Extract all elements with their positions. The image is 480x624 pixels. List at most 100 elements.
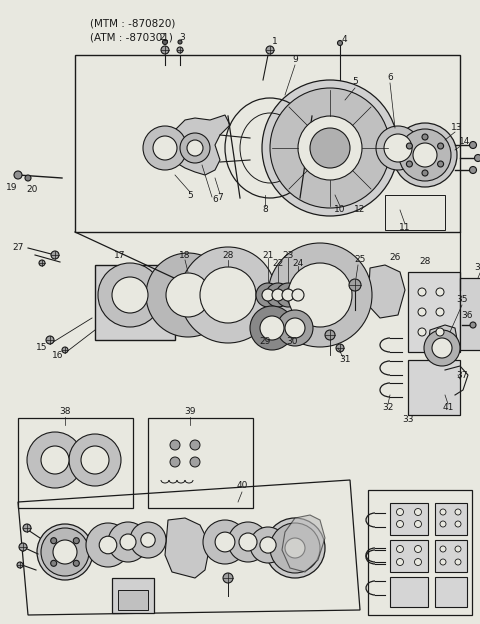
Circle shape <box>310 128 350 168</box>
Bar <box>390 540 428 572</box>
Circle shape <box>376 126 420 170</box>
Text: (ATM : -870301): (ATM : -870301) <box>90 33 173 43</box>
Circle shape <box>228 522 268 562</box>
Polygon shape <box>428 325 458 370</box>
Circle shape <box>272 289 284 301</box>
Text: 8: 8 <box>262 205 268 215</box>
Bar <box>435 540 467 572</box>
Circle shape <box>178 40 182 44</box>
Text: 32: 32 <box>382 404 394 412</box>
Text: 41: 41 <box>442 404 454 412</box>
Circle shape <box>325 330 335 340</box>
Circle shape <box>455 546 461 552</box>
Text: 37: 37 <box>456 371 468 379</box>
Circle shape <box>112 277 148 313</box>
Text: 17: 17 <box>114 250 126 260</box>
Circle shape <box>436 328 444 336</box>
Circle shape <box>215 532 235 552</box>
Circle shape <box>53 540 77 564</box>
Text: 33: 33 <box>402 416 414 424</box>
Text: 26: 26 <box>389 253 401 263</box>
Text: 3: 3 <box>179 34 185 42</box>
Text: 2: 2 <box>159 34 165 42</box>
Circle shape <box>349 279 361 291</box>
Circle shape <box>143 126 187 170</box>
Circle shape <box>239 533 257 551</box>
Circle shape <box>146 253 230 337</box>
Circle shape <box>418 288 426 296</box>
Circle shape <box>270 88 390 208</box>
Circle shape <box>99 536 117 554</box>
Bar <box>460 278 480 350</box>
Circle shape <box>455 509 461 515</box>
Text: 35: 35 <box>456 296 468 305</box>
Circle shape <box>51 538 57 544</box>
Circle shape <box>266 46 274 54</box>
Polygon shape <box>282 515 325 572</box>
Circle shape <box>285 318 305 338</box>
Circle shape <box>120 534 136 550</box>
Circle shape <box>37 524 93 580</box>
Circle shape <box>163 39 168 44</box>
Text: 15: 15 <box>36 343 48 353</box>
Circle shape <box>81 446 109 474</box>
Circle shape <box>475 155 480 162</box>
Text: 39: 39 <box>184 407 196 416</box>
Circle shape <box>424 330 460 366</box>
Text: 22: 22 <box>272 258 284 268</box>
Text: 14: 14 <box>459 137 471 147</box>
Circle shape <box>141 533 155 547</box>
Text: 20: 20 <box>26 185 38 195</box>
Circle shape <box>415 545 421 552</box>
Bar <box>435 503 467 535</box>
Bar <box>112 578 154 613</box>
Text: 24: 24 <box>292 258 304 268</box>
Circle shape <box>396 520 404 527</box>
Bar <box>75 55 460 232</box>
Circle shape <box>203 520 247 564</box>
Text: 38: 38 <box>59 407 71 416</box>
Circle shape <box>250 527 286 563</box>
Circle shape <box>418 328 426 336</box>
Circle shape <box>166 273 210 317</box>
Circle shape <box>161 46 169 54</box>
Circle shape <box>455 559 461 565</box>
Text: 34: 34 <box>474 263 480 273</box>
Circle shape <box>384 134 412 162</box>
Text: 5: 5 <box>187 192 193 200</box>
Bar <box>368 490 472 615</box>
Circle shape <box>46 336 54 344</box>
Circle shape <box>98 263 162 327</box>
Polygon shape <box>368 265 405 318</box>
Circle shape <box>337 41 343 46</box>
Text: 27: 27 <box>12 243 24 253</box>
Circle shape <box>422 134 428 140</box>
Circle shape <box>268 243 372 347</box>
Circle shape <box>276 283 300 307</box>
Circle shape <box>25 175 31 181</box>
Text: 9: 9 <box>292 56 298 64</box>
Circle shape <box>396 509 404 515</box>
Circle shape <box>153 136 177 160</box>
Circle shape <box>200 267 256 323</box>
Circle shape <box>282 289 294 301</box>
Polygon shape <box>170 115 230 175</box>
Bar <box>385 195 445 230</box>
Circle shape <box>440 521 446 527</box>
Circle shape <box>17 562 23 568</box>
Circle shape <box>27 432 83 488</box>
Bar <box>95 265 175 340</box>
Circle shape <box>39 260 45 266</box>
Circle shape <box>190 440 200 450</box>
Circle shape <box>41 528 89 576</box>
Circle shape <box>440 509 446 515</box>
Circle shape <box>170 440 180 450</box>
Circle shape <box>265 518 325 578</box>
Circle shape <box>396 545 404 552</box>
Text: (MTM : -870820): (MTM : -870820) <box>90 18 175 28</box>
Circle shape <box>270 523 320 573</box>
Circle shape <box>170 457 180 467</box>
Circle shape <box>73 560 79 567</box>
Circle shape <box>292 289 304 301</box>
Circle shape <box>262 289 274 301</box>
